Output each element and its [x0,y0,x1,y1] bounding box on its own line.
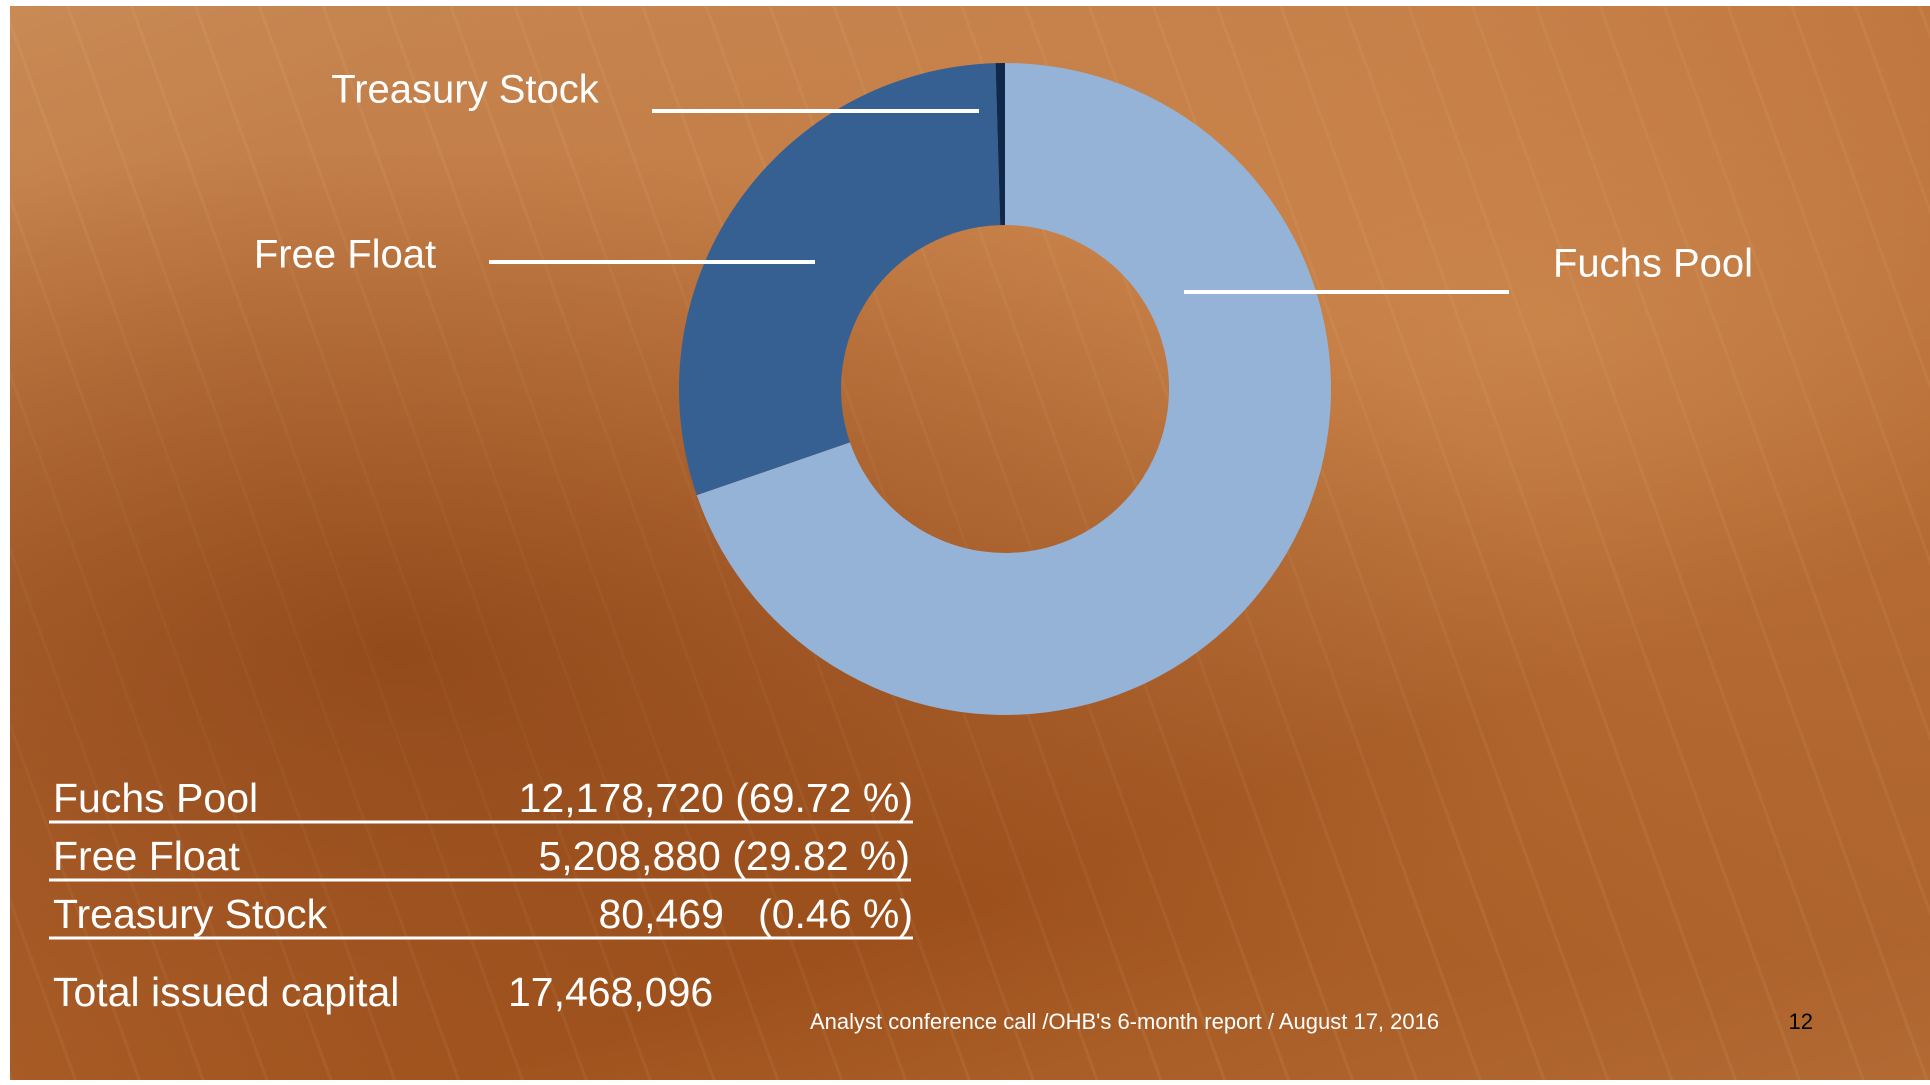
donut-slice [995,63,1005,226]
page-number: 12 [1789,1009,1813,1034]
total-value: 17,468,096 [508,969,713,1015]
row-name: Fuchs Pool [53,775,258,821]
row-value: 80,469 (0.46 %) [598,891,913,937]
donut-slice [696,63,1331,715]
total-name: Total issued capital [53,969,399,1015]
row-value: 12,178,720 (69.72 %) [519,775,913,821]
donut-slice [679,63,1001,496]
row-name: Free Float [53,833,240,879]
slice-label: Free Float [254,233,436,277]
slice-label: Fuchs Pool [1553,242,1753,286]
row-value: 5,208,880 (29.82 %) [538,833,910,879]
footer-text: Analyst conference call /OHB's 6-month r… [810,1009,1439,1034]
slice-label: Treasury Stock [331,68,599,112]
row-name: Treasury Stock [53,891,328,937]
